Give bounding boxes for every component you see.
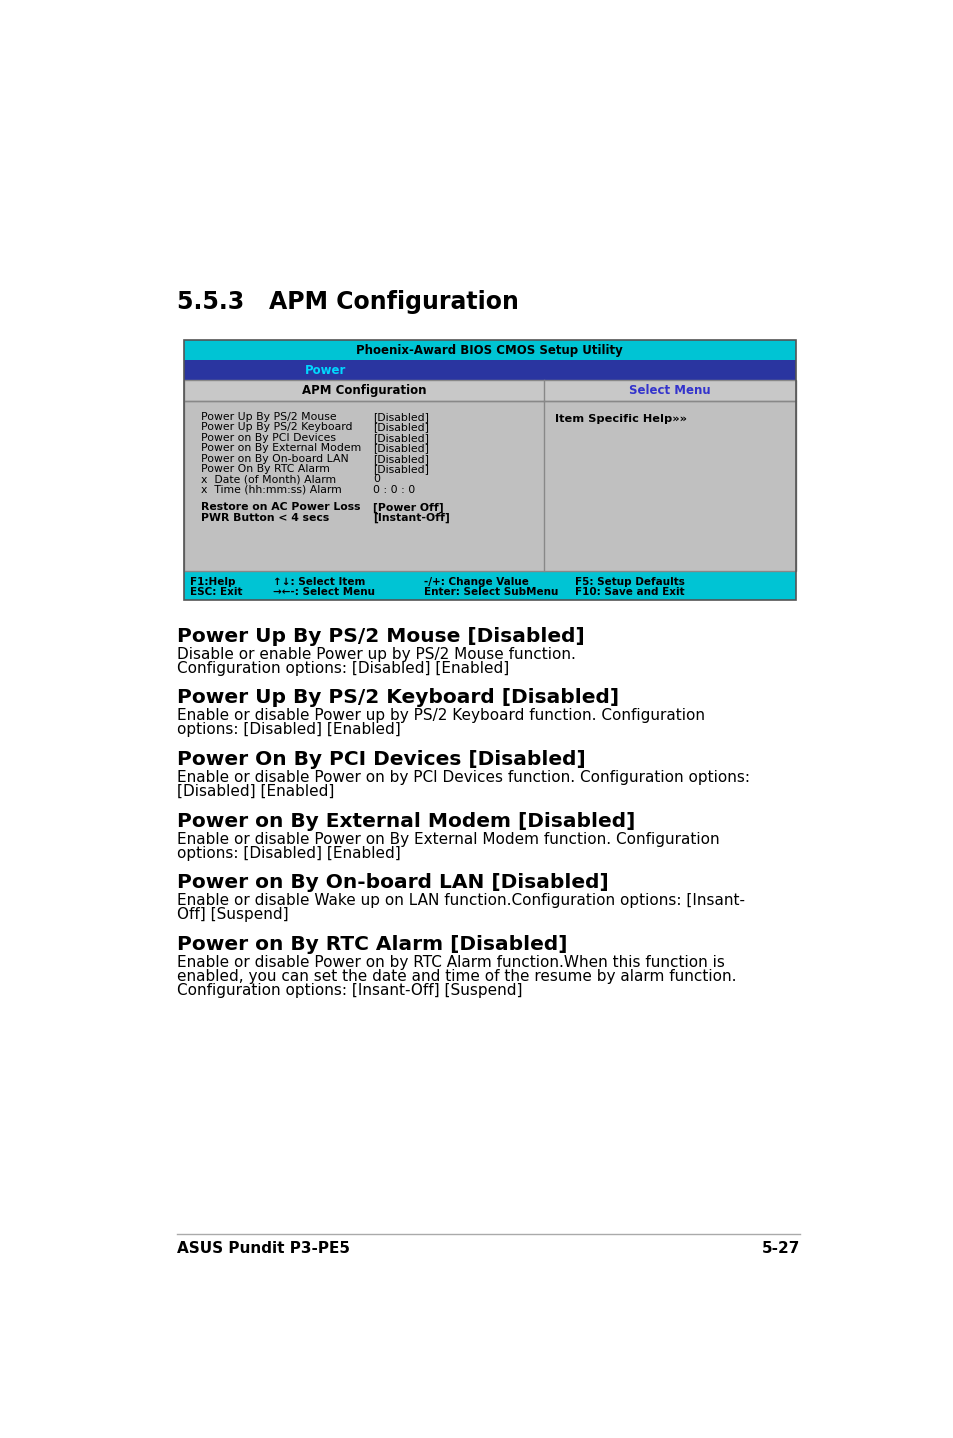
Text: [Disabled]: [Disabled] xyxy=(373,423,429,433)
Bar xyxy=(543,380,795,401)
Text: Power Up By PS/2 Mouse [Disabled]: Power Up By PS/2 Mouse [Disabled] xyxy=(177,627,584,646)
Text: Item Specific Help»»: Item Specific Help»» xyxy=(555,414,686,424)
Text: [Disabled]: [Disabled] xyxy=(373,464,429,475)
Text: F10: Save and Exit: F10: Save and Exit xyxy=(575,587,684,597)
Text: 0 : 0 : 0: 0 : 0 : 0 xyxy=(373,485,416,495)
Text: Power on By PCI Devices: Power on By PCI Devices xyxy=(200,433,335,443)
Text: Configuration options: [Disabled] [Enabled]: Configuration options: [Disabled] [Enabl… xyxy=(177,660,509,676)
Text: 5.5.3   APM Configuration: 5.5.3 APM Configuration xyxy=(177,290,518,315)
Text: [Disabled]: [Disabled] xyxy=(373,433,429,443)
Text: ESC: Exit: ESC: Exit xyxy=(190,587,242,597)
Text: enabled, you can set the date and time of the resume by alarm function.: enabled, you can set the date and time o… xyxy=(177,969,736,984)
Bar xyxy=(183,361,795,380)
Bar xyxy=(183,401,543,571)
Bar xyxy=(183,571,795,600)
Text: Power on By External Modem: Power on By External Modem xyxy=(200,443,360,453)
Text: Power on By RTC Alarm [Disabled]: Power on By RTC Alarm [Disabled] xyxy=(177,935,567,953)
Bar xyxy=(298,361,353,380)
Text: Phoenix-Award BIOS CMOS Setup Utility: Phoenix-Award BIOS CMOS Setup Utility xyxy=(356,344,622,357)
Text: Power Up By PS/2 Keyboard [Disabled]: Power Up By PS/2 Keyboard [Disabled] xyxy=(177,689,618,707)
Text: Off] [Suspend]: Off] [Suspend] xyxy=(177,907,289,922)
Bar xyxy=(183,380,543,401)
Text: Power on By External Modem [Disabled]: Power on By External Modem [Disabled] xyxy=(177,811,635,831)
Text: Power: Power xyxy=(304,364,346,377)
Text: [Disabled] [Enabled]: [Disabled] [Enabled] xyxy=(177,784,335,800)
Text: F1:Help: F1:Help xyxy=(190,577,235,587)
Text: Enable or disable Power on by PCI Devices function. Configuration options:: Enable or disable Power on by PCI Device… xyxy=(177,771,750,785)
Text: [Disabled]: [Disabled] xyxy=(373,443,429,453)
Text: Configuration options: [Insant-Off] [Suspend]: Configuration options: [Insant-Off] [Sus… xyxy=(177,982,522,998)
Text: [Disabled]: [Disabled] xyxy=(373,453,429,463)
Text: [Power Off]: [Power Off] xyxy=(373,502,443,513)
Text: F5: Setup Defaults: F5: Setup Defaults xyxy=(575,577,684,587)
Bar xyxy=(183,401,795,571)
Bar xyxy=(183,341,795,361)
Text: Select Menu: Select Menu xyxy=(628,384,710,397)
Text: Enable or disable Power up by PS/2 Keyboard function. Configuration: Enable or disable Power up by PS/2 Keybo… xyxy=(177,709,704,723)
Text: ASUS Pundit P3-PE5: ASUS Pundit P3-PE5 xyxy=(177,1241,350,1257)
Text: PWR Button < 4 secs: PWR Button < 4 secs xyxy=(200,513,329,523)
Text: Enable or disable Wake up on LAN function.Configuration options: [Insant-: Enable or disable Wake up on LAN functio… xyxy=(177,893,744,909)
Text: x  Time (hh:mm:ss) Alarm: x Time (hh:mm:ss) Alarm xyxy=(200,485,341,495)
Text: x  Date (of Month) Alarm: x Date (of Month) Alarm xyxy=(200,475,335,485)
Text: Disable or enable Power up by PS/2 Mouse function.: Disable or enable Power up by PS/2 Mouse… xyxy=(177,647,576,661)
Text: APM Configuration: APM Configuration xyxy=(301,384,426,397)
Bar xyxy=(183,341,795,600)
Text: →←-: Select Menu: →←-: Select Menu xyxy=(273,587,375,597)
Text: Enable or disable Power on by RTC Alarm function.When this function is: Enable or disable Power on by RTC Alarm … xyxy=(177,955,724,969)
Text: Power on By On-board LAN [Disabled]: Power on By On-board LAN [Disabled] xyxy=(177,873,608,892)
Text: ↑↓: Select Item: ↑↓: Select Item xyxy=(273,577,365,587)
Text: options: [Disabled] [Enabled]: options: [Disabled] [Enabled] xyxy=(177,846,400,860)
Text: Power on By On-board LAN: Power on By On-board LAN xyxy=(200,453,348,463)
Bar xyxy=(183,380,795,401)
Text: 0: 0 xyxy=(373,475,380,485)
Bar xyxy=(543,401,795,571)
Text: [Disabled]: [Disabled] xyxy=(373,413,429,421)
Text: Power On By RTC Alarm: Power On By RTC Alarm xyxy=(200,464,329,475)
Text: options: [Disabled] [Enabled]: options: [Disabled] [Enabled] xyxy=(177,722,400,738)
Text: Power Up By PS/2 Keyboard: Power Up By PS/2 Keyboard xyxy=(200,423,352,433)
Text: -/+: Change Value: -/+: Change Value xyxy=(423,577,528,587)
Text: Enable or disable Power on By External Modem function. Configuration: Enable or disable Power on By External M… xyxy=(177,831,720,847)
Text: [Instant-Off]: [Instant-Off] xyxy=(373,513,450,523)
Text: Power On By PCI Devices [Disabled]: Power On By PCI Devices [Disabled] xyxy=(177,751,585,769)
Text: Restore on AC Power Loss: Restore on AC Power Loss xyxy=(200,502,359,512)
Text: 5-27: 5-27 xyxy=(761,1241,800,1257)
Text: Power Up By PS/2 Mouse: Power Up By PS/2 Mouse xyxy=(200,413,335,421)
Text: Enter: Select SubMenu: Enter: Select SubMenu xyxy=(423,587,558,597)
